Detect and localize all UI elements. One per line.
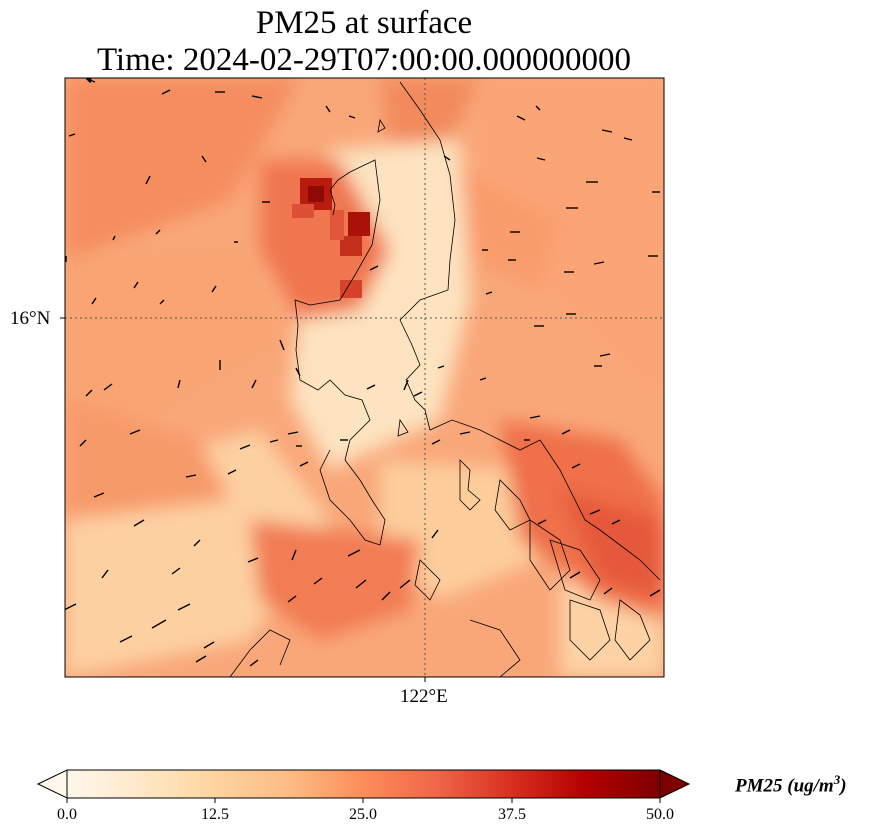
- colorbar-extend-min: [36, 769, 68, 799]
- pm25-field: [65, 78, 664, 677]
- colorbar-label: PM25 (ug/m3): [735, 772, 847, 797]
- colorbar: [36, 769, 691, 803]
- wind-vectors: [65, 78, 661, 667]
- lon-tick-label: 122°E: [400, 686, 448, 707]
- pm25-hotspots: [292, 178, 370, 298]
- colorbar-tick-label: 25.0: [349, 806, 377, 823]
- colorbar-tick-label: 50.0: [646, 806, 674, 823]
- colorbar-extend-max: [659, 769, 691, 799]
- map-frame: [64, 77, 665, 678]
- lat-tick-label: 16°N: [10, 308, 51, 329]
- colorbar-tick-label: 37.5: [498, 806, 526, 823]
- map-time-subtitle: Time: 2024-02-29T07:00:00.000000000: [96, 42, 632, 78]
- colorbar-gradient: [66, 769, 661, 799]
- map-title: PM25 at surface: [255, 5, 473, 41]
- colorbar-tick-label: 0.0: [57, 806, 77, 823]
- colorbar-tick-label: 12.5: [201, 806, 229, 823]
